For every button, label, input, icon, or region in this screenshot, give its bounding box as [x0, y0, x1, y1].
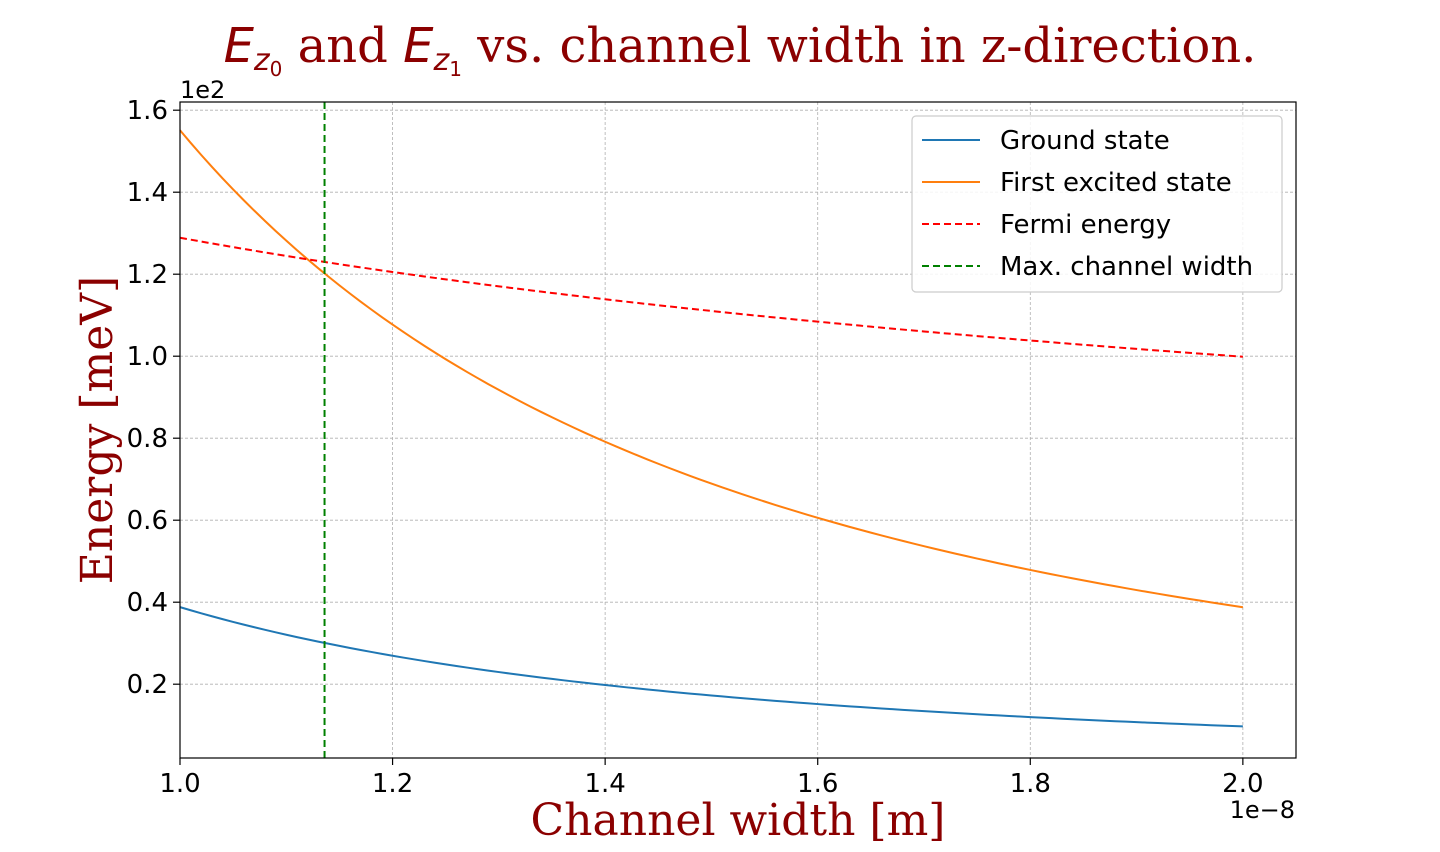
plot-frame [179, 101, 1297, 759]
legend-label-ground-state: Ground state [1000, 126, 1170, 156]
x-offset-label: 1e−8 [1230, 796, 1295, 824]
legend-label-fermi-energy: Fermi energy [1000, 210, 1171, 240]
grid [179, 102, 1296, 758]
x-tick-label: 1.8 [1010, 769, 1051, 799]
chart-title: Ez0 and Ez1 vs. channel width in z-direc… [224, 18, 1257, 81]
legend-label-first-excited-state: First excited state [1000, 168, 1232, 198]
series-line-ground-state [179, 606, 1243, 728]
ticks: 1.0 1.2 1.4 1.6 1.8 2.0 0.2 0.4 0.6 0.8 1.0 1.2 1.4 1… [127, 96, 1264, 799]
y-tick-label: 1.0 [127, 342, 168, 372]
y-tick-label: 0.4 [127, 588, 168, 618]
series-line-fermi-energy [179, 236, 1243, 358]
legend-box [911, 115, 1283, 293]
series-line-first-excited-state [179, 129, 1244, 609]
legend-label-max-channel-width: Max. channel width [1000, 252, 1253, 282]
x-tick-label: 2.0 [1222, 769, 1263, 799]
plot-lines [179, 102, 1244, 758]
y-tick-label: 0.6 [127, 506, 168, 536]
y-tick-label: 1.6 [127, 96, 168, 126]
x-tick-label: 1.6 [797, 769, 838, 799]
x-axis-label: Channel width [m] [531, 795, 946, 846]
x-tick-label: 1.4 [584, 769, 625, 799]
y-tick-label: 1.4 [127, 178, 168, 208]
y-tick-label: 0.8 [127, 424, 168, 454]
x-tick-label: 1.2 [372, 769, 413, 799]
x-tick-label: 1.0 [159, 769, 200, 799]
y-offset-label: 1e2 [180, 76, 225, 104]
y-tick-label: 1.2 [127, 260, 168, 290]
legend: Ground state First excited state Fermi ene… [911, 115, 1283, 293]
y-tick-label: 0.2 [127, 670, 168, 700]
y-axis-label: Energy [meV] [72, 276, 123, 584]
